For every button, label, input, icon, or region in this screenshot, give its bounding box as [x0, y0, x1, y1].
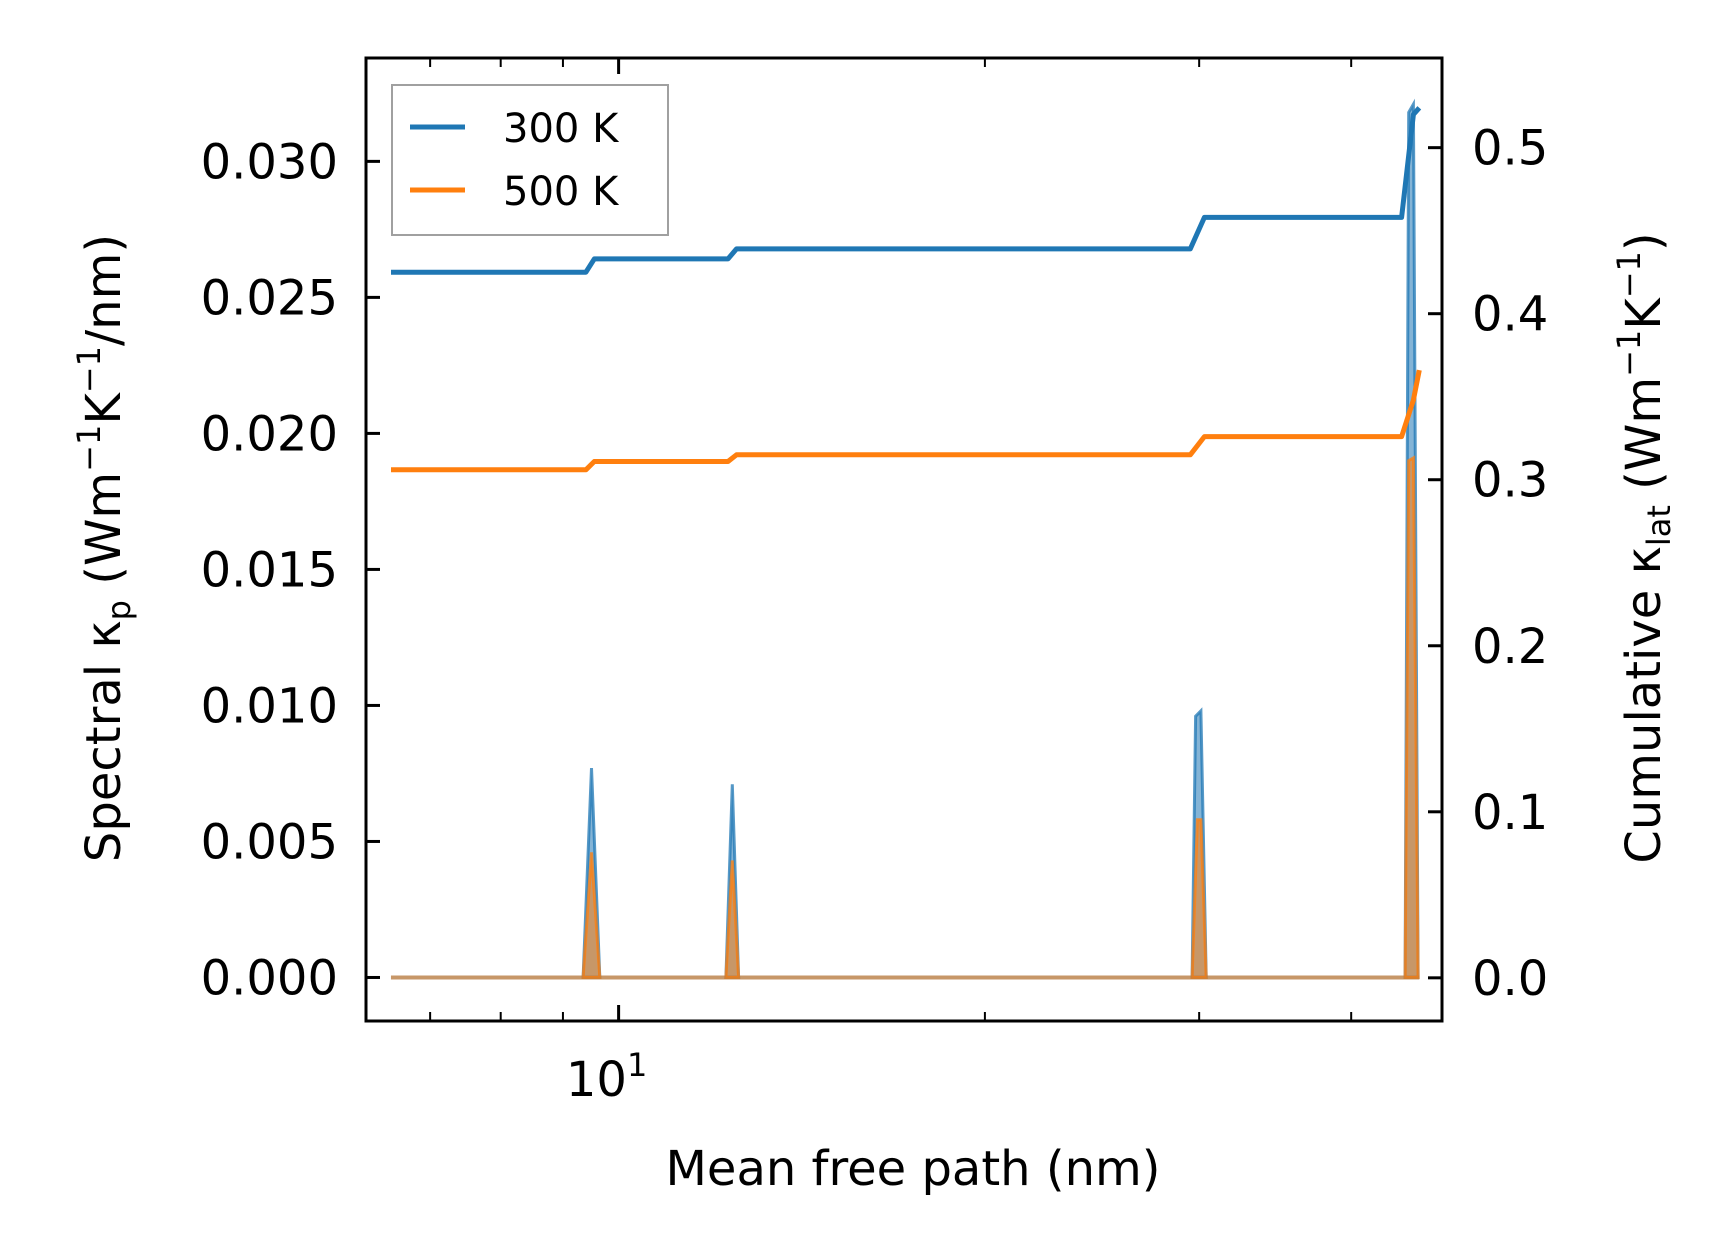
- legend-label-300k: 300 K: [503, 106, 620, 152]
- y-label-left-sub: p: [100, 600, 138, 620]
- y-left-tick-label: 0.010: [201, 678, 338, 734]
- y-right-tick-label: 0.4: [1472, 287, 1548, 343]
- y-label-right-sup1: −1: [1610, 330, 1648, 377]
- y-axis-label-left: Spectral κp (Wm−1K−1/nm): [70, 234, 138, 862]
- cumulative-line-0: [391, 106, 1422, 275]
- y-label-right-sup2: −1: [1610, 251, 1648, 298]
- y-right-tick-label: 0.5: [1472, 121, 1548, 177]
- y-right-tick-label: 0.2: [1472, 619, 1548, 675]
- y-left-tick-label: 0.025: [201, 270, 338, 326]
- y-label-right-mid: K: [1616, 297, 1672, 330]
- plot-area: [390, 98, 1422, 980]
- y-label-left-units-close: /nm): [76, 234, 132, 346]
- y-label-right-sub: lat: [1640, 505, 1678, 546]
- y-label-left-units-open: (Wm: [76, 472, 132, 600]
- y-label-right-units-open: (Wm: [1616, 377, 1672, 505]
- spectral-peak-1-1: [724, 860, 741, 979]
- x-tick-label: 101: [566, 1046, 647, 1108]
- y-left-tick-label: 0.000: [201, 950, 338, 1006]
- legend: 300 K 500 K: [391, 84, 669, 236]
- spectral-peak-1-3: [1403, 455, 1420, 979]
- y-label-left-mid: K: [76, 392, 132, 425]
- y-label-left-sup1: −1: [70, 425, 108, 472]
- y-left-tick-label: 0.030: [201, 134, 338, 190]
- x-tick-label-base: 10: [566, 1052, 627, 1108]
- x-tick-label-exponent: 1: [627, 1046, 647, 1084]
- y-left-tick-label: 0.015: [201, 542, 338, 598]
- x-axis-label: Mean free path (nm): [666, 1141, 1161, 1197]
- cumulative-line-1: [391, 369, 1422, 473]
- y-label-right-units-close: ): [1616, 232, 1672, 251]
- legend-frame: [391, 84, 669, 236]
- y-left-tick-label: 0.005: [201, 814, 338, 870]
- spectral-peak-1-2: [1190, 818, 1208, 979]
- y-label-left-sup2: −1: [70, 346, 108, 393]
- axes-frame: [364, 56, 1444, 1023]
- y-left-tick-label: 0.020: [201, 406, 338, 462]
- y-label-right-prefix: Cumulative κ: [1616, 546, 1672, 864]
- axis-ticks: 0.000 0.005 0.010 0.015 0.020 0.025 0.030 0.0 0.…: [201, 58, 1548, 1108]
- y-right-tick-label: 0.3: [1472, 453, 1548, 509]
- legend-label-500k: 500 K: [503, 169, 620, 215]
- y-right-tick-label: 0.0: [1472, 951, 1548, 1007]
- y-label-left-prefix: Spectral κ: [76, 620, 132, 862]
- y-right-tick-label: 0.1: [1472, 785, 1548, 841]
- spectral-peak-1-0: [581, 852, 602, 979]
- y-axis-label-right: Cumulative κlat (Wm−1K−1): [1610, 232, 1678, 863]
